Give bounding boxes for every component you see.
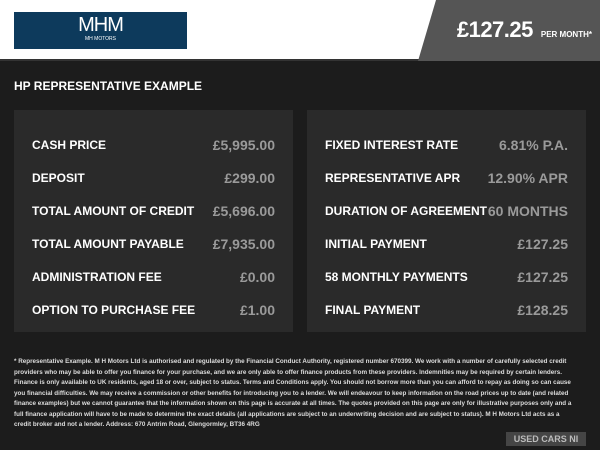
logo-text: MHM bbox=[78, 14, 124, 36]
finance-row: INITIAL PAYMENT £127.25 bbox=[325, 227, 568, 260]
finance-value: £127.25 bbox=[517, 268, 568, 285]
mh-motors-logo[interactable]: MHM MH MOTORS bbox=[14, 12, 187, 49]
finance-value: £5,696.00 bbox=[212, 202, 275, 219]
right-finance-panel: FIXED INTEREST RATE 6.81% P.A. REPRESENTAT… bbox=[307, 110, 586, 332]
finance-row: CASH PRICE £5,995.00 bbox=[32, 128, 275, 161]
finance-label: TOTAL AMOUNT PAYABLE bbox=[32, 236, 184, 251]
finance-row: DURATION OF AGREEMENT 60 MONTHS bbox=[325, 194, 568, 227]
finance-label: REPRESENTATIVE APR bbox=[325, 170, 461, 185]
finance-label: FIXED INTEREST RATE bbox=[325, 137, 459, 152]
left-finance-panel: CASH PRICE £5,995.00 DEPOSIT £299.00 TOTAL A… bbox=[14, 110, 293, 332]
finance-value: £127.25 bbox=[517, 235, 568, 252]
finance-label: CASH PRICE bbox=[32, 137, 107, 152]
finance-value: £7,935.00 bbox=[212, 235, 275, 252]
finance-value: 60 MONTHS bbox=[487, 202, 568, 219]
finance-row: TOTAL AMOUNT OF CREDIT £5,696.00 bbox=[32, 194, 275, 227]
finance-row: DEPOSIT £299.00 bbox=[32, 161, 275, 194]
finance-row: FIXED INTEREST RATE 6.81% P.A. bbox=[325, 128, 568, 161]
finance-value: £128.25 bbox=[517, 301, 568, 318]
per-month-label: PER MONTH* bbox=[540, 30, 592, 39]
finance-value: £1.00 bbox=[239, 301, 275, 318]
finance-row: FINAL PAYMENT £128.25 bbox=[325, 293, 568, 326]
finance-row: 58 MONTHLY PAYMENTS £127.25 bbox=[325, 260, 568, 293]
finance-label: INITIAL PAYMENT bbox=[325, 236, 427, 251]
header: MHM MH MOTORS £127.25 PER MONTH* bbox=[0, 0, 600, 61]
finance-value: 6.81% P.A. bbox=[498, 136, 568, 153]
finance-row: TOTAL AMOUNT PAYABLE £7,935.00 bbox=[32, 227, 275, 260]
monthly-price-panel: £127.25 PER MONTH* bbox=[418, 0, 600, 61]
watermark: USED CARS NI bbox=[506, 432, 586, 446]
finance-row: REPRESENTATIVE APR 12.90% APR bbox=[325, 161, 568, 194]
disclaimer-text: * Representative Example. M H Motors Ltd… bbox=[14, 358, 572, 428]
finance-label: OPTION TO PURCHASE FEE bbox=[32, 302, 196, 317]
finance-value: £299.00 bbox=[224, 169, 275, 186]
logo-subtext: MH MOTORS bbox=[84, 36, 117, 42]
finance-label: TOTAL AMOUNT OF CREDIT bbox=[32, 203, 195, 218]
finance-label: FINAL PAYMENT bbox=[325, 302, 421, 317]
finance-label: DEPOSIT bbox=[32, 170, 85, 185]
finance-value: £0.00 bbox=[239, 268, 275, 285]
section-title: HP REPRESENTATIVE EXAMPLE bbox=[14, 79, 203, 93]
finance-value: 12.90% APR bbox=[487, 169, 568, 186]
finance-label: DURATION OF AGREEMENT bbox=[325, 203, 487, 218]
monthly-price: £127.25 bbox=[456, 17, 534, 42]
finance-value: £5,995.00 bbox=[212, 136, 275, 153]
finance-row: OPTION TO PURCHASE FEE £1.00 bbox=[32, 293, 275, 326]
finance-label: ADMINISTRATION FEE bbox=[32, 269, 162, 284]
finance-label: 58 MONTHLY PAYMENTS bbox=[325, 269, 468, 284]
finance-row: ADMINISTRATION FEE £0.00 bbox=[32, 260, 275, 293]
